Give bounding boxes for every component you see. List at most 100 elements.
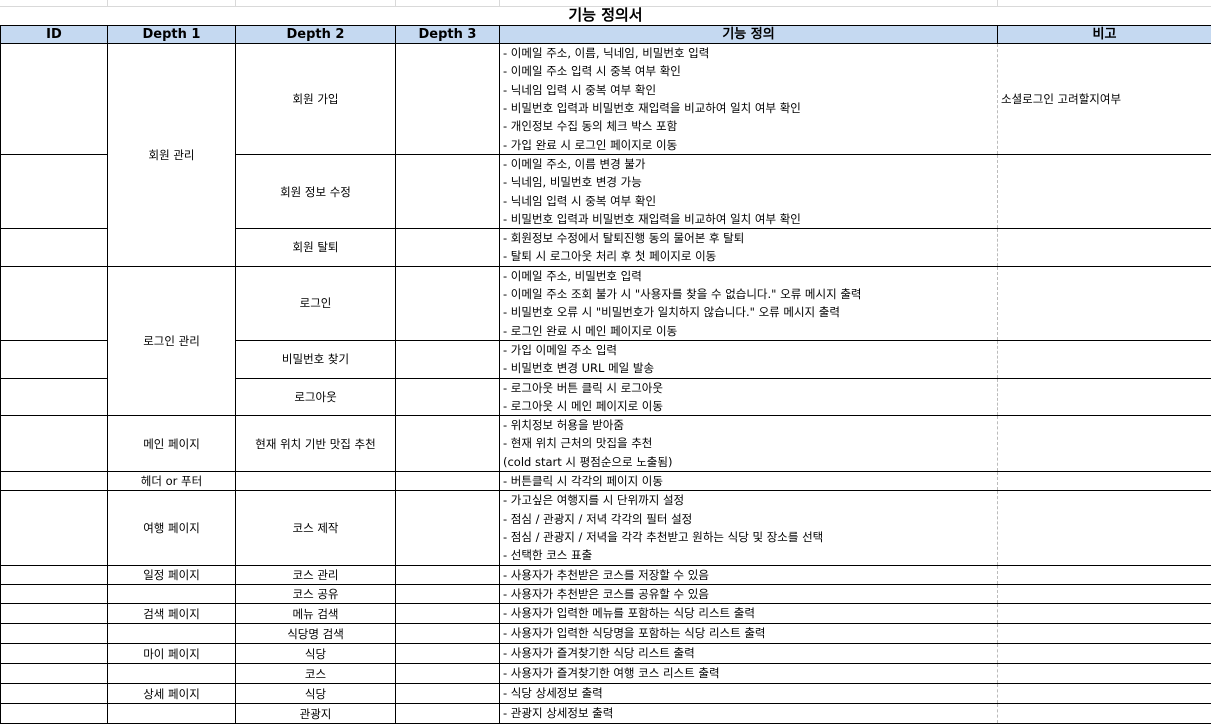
depth3-cell[interactable] (396, 340, 500, 378)
definition-cell[interactable]: - 사용자가 추천받은 코스를 공유할 수 있음 (500, 584, 998, 603)
id-cell[interactable] (1, 229, 108, 267)
depth1-cell[interactable]: 헤더 or 푸터 (108, 472, 236, 491)
header-id[interactable]: ID (1, 26, 108, 44)
depth3-cell[interactable] (396, 704, 500, 724)
id-cell[interactable] (1, 604, 108, 624)
header-depth1[interactable]: Depth 1 (108, 26, 236, 44)
note-cell[interactable] (998, 565, 1211, 584)
depth3-cell[interactable] (396, 624, 500, 644)
depth1-cell[interactable]: 일정 페이지 (108, 565, 236, 584)
depth2-cell[interactable]: 코스 공유 (236, 584, 396, 603)
depth3-cell[interactable] (396, 604, 500, 624)
header-depth3[interactable]: Depth 3 (396, 26, 500, 44)
depth3-cell[interactable] (396, 229, 500, 267)
note-cell[interactable] (998, 416, 1211, 472)
depth2-cell[interactable]: 코스 (236, 664, 396, 684)
depth2-cell[interactable]: 코스 관리 (236, 565, 396, 584)
depth3-cell[interactable] (396, 472, 500, 491)
depth1-cell[interactable] (108, 704, 236, 724)
depth1-cell[interactable]: 마이 페이지 (108, 644, 236, 664)
depth2-cell[interactable]: 로그인 (236, 266, 396, 340)
note-cell[interactable] (998, 340, 1211, 378)
header-definition[interactable]: 기능 정의 (500, 26, 998, 44)
depth1-cell[interactable]: 회원 관리 (108, 44, 236, 267)
note-cell[interactable] (998, 704, 1211, 724)
depth1-cell[interactable] (108, 584, 236, 603)
depth3-cell[interactable] (396, 684, 500, 704)
id-cell[interactable] (1, 644, 108, 664)
depth1-cell[interactable]: 메인 페이지 (108, 416, 236, 472)
depth3-cell[interactable] (396, 491, 500, 565)
definition-cell[interactable]: - 이메일 주소, 이름, 닉네임, 비밀번호 입력 - 이메일 주소 입력 시… (500, 44, 998, 155)
definition-cell[interactable]: - 사용자가 즐겨찾기한 여행 코스 리스트 출력 (500, 664, 998, 684)
depth3-cell[interactable] (396, 266, 500, 340)
depth3-cell[interactable] (396, 664, 500, 684)
depth2-cell[interactable]: 관광지 (236, 704, 396, 724)
header-note[interactable]: 비고 (998, 26, 1211, 44)
id-cell[interactable] (1, 378, 108, 416)
note-cell[interactable] (998, 229, 1211, 267)
depth2-cell[interactable]: 메뉴 검색 (236, 604, 396, 624)
depth1-cell[interactable]: 여행 페이지 (108, 491, 236, 565)
note-cell[interactable] (998, 155, 1211, 229)
definition-cell[interactable]: - 식당 상세정보 출력 (500, 684, 998, 704)
definition-cell[interactable]: - 가고싶은 여행지를 시 단위까지 설정 - 점심 / 관광지 / 저녁 각각… (500, 491, 998, 565)
note-cell[interactable] (998, 472, 1211, 491)
id-cell[interactable] (1, 266, 108, 340)
id-cell[interactable] (1, 44, 108, 155)
depth2-cell[interactable]: 코스 제작 (236, 491, 396, 565)
depth2-cell[interactable]: 식당 (236, 684, 396, 704)
definition-cell[interactable]: - 로그아웃 버튼 클릭 시 로그아웃 - 로그아웃 시 메인 페이지로 이동 (500, 378, 998, 416)
definition-cell[interactable]: - 위치정보 허용을 받아줌 - 현재 위치 근처의 맛집을 추천 (cold … (500, 416, 998, 472)
note-cell[interactable] (998, 378, 1211, 416)
depth3-cell[interactable] (396, 644, 500, 664)
depth3-cell[interactable] (396, 565, 500, 584)
note-cell[interactable] (998, 266, 1211, 340)
depth1-cell[interactable] (108, 624, 236, 644)
depth1-cell[interactable]: 상세 페이지 (108, 684, 236, 704)
definition-cell[interactable]: - 관광지 상세정보 출력 (500, 704, 998, 724)
depth2-cell[interactable]: 로그아웃 (236, 378, 396, 416)
id-cell[interactable] (1, 340, 108, 378)
id-cell[interactable] (1, 416, 108, 472)
header-depth2[interactable]: Depth 2 (236, 26, 396, 44)
depth3-cell[interactable] (396, 584, 500, 603)
definition-cell[interactable]: - 이메일 주소, 비밀번호 입력 - 이메일 주소 조회 불가 시 "사용자를… (500, 266, 998, 340)
depth3-cell[interactable] (396, 416, 500, 472)
id-cell[interactable] (1, 584, 108, 603)
id-cell[interactable] (1, 704, 108, 724)
definition-cell[interactable]: - 버튼클릭 시 각각의 페이지 이동 (500, 472, 998, 491)
id-cell[interactable] (1, 472, 108, 491)
depth2-cell[interactable]: 식당 (236, 644, 396, 664)
depth2-cell[interactable]: 회원 정보 수정 (236, 155, 396, 229)
depth3-cell[interactable] (396, 155, 500, 229)
depth2-cell[interactable]: 회원 탈퇴 (236, 229, 396, 267)
depth1-cell[interactable] (108, 664, 236, 684)
definition-cell[interactable]: - 가입 이메일 주소 입력 - 비밀번호 변경 URL 메일 발송 (500, 340, 998, 378)
note-cell[interactable]: 소셜로그인 고려할지여부 (998, 44, 1211, 155)
id-cell[interactable] (1, 624, 108, 644)
note-cell[interactable] (998, 684, 1211, 704)
note-cell[interactable] (998, 624, 1211, 644)
depth2-cell[interactable]: 비밀번호 찾기 (236, 340, 396, 378)
depth3-cell[interactable] (396, 44, 500, 155)
definition-cell[interactable]: - 이메일 주소, 이름 변경 불가 - 닉네임, 비밀번호 변경 가능 - 닉… (500, 155, 998, 229)
depth1-cell[interactable]: 검색 페이지 (108, 604, 236, 624)
definition-cell[interactable]: - 사용자가 즐겨찾기한 식당 리스트 출력 (500, 644, 998, 664)
id-cell[interactable] (1, 565, 108, 584)
depth1-cell[interactable]: 로그인 관리 (108, 266, 236, 415)
definition-cell[interactable]: - 회원정보 수정에서 탈퇴진행 동의 물어본 후 탈퇴 - 탈퇴 시 로그아웃… (500, 229, 998, 267)
id-cell[interactable] (1, 664, 108, 684)
id-cell[interactable] (1, 491, 108, 565)
depth2-cell[interactable] (236, 472, 396, 491)
note-cell[interactable] (998, 664, 1211, 684)
depth2-cell[interactable]: 현재 위치 기반 맛집 추천 (236, 416, 396, 472)
depth3-cell[interactable] (396, 378, 500, 416)
id-cell[interactable] (1, 684, 108, 704)
note-cell[interactable] (998, 584, 1211, 603)
note-cell[interactable] (998, 604, 1211, 624)
note-cell[interactable] (998, 644, 1211, 664)
definition-cell[interactable]: - 사용자가 입력한 식당명을 포함하는 식당 리스트 출력 (500, 624, 998, 644)
depth2-cell[interactable]: 식당명 검색 (236, 624, 396, 644)
depth2-cell[interactable]: 회원 가입 (236, 44, 396, 155)
